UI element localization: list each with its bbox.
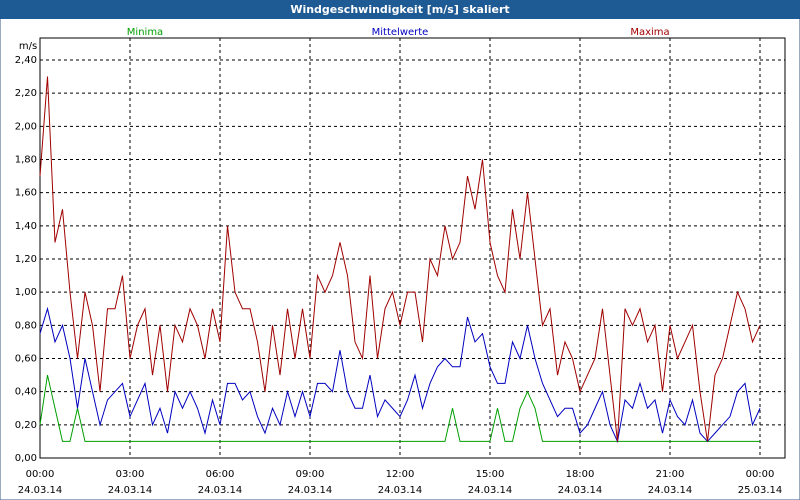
- x-tick-label: 21:00: [656, 469, 685, 480]
- y-tick-label: 0,20: [15, 420, 37, 431]
- x-tick-label: 12:00: [386, 469, 415, 480]
- x-tick-date: 25.03.14: [738, 485, 783, 496]
- y-tick-label: 2,20: [15, 88, 37, 99]
- y-tick-label: 1,60: [15, 188, 37, 199]
- x-tick-label: 00:00: [26, 469, 55, 480]
- data-line: [39, 306, 761, 444]
- y-tick-label: 0,00: [15, 453, 37, 464]
- y-tick-label: 0,60: [15, 354, 37, 365]
- legend-entry: Mittelwerte: [372, 27, 429, 38]
- data-line: [39, 374, 760, 442]
- y-tick-label: 0,40: [15, 387, 37, 398]
- y-tick-label: 1,20: [15, 254, 37, 265]
- x-tick-label: 15:00: [476, 469, 505, 480]
- x-tick-label: 06:00: [206, 469, 235, 480]
- x-tick-date: 24.03.14: [108, 485, 153, 496]
- x-tick-date: 24.03.14: [558, 485, 603, 496]
- y-tick-label: 0,80: [15, 320, 37, 331]
- x-tick-date: 24.03.14: [288, 485, 333, 496]
- y-tick-label: 1,80: [15, 155, 37, 166]
- x-tick-date: 24.03.14: [468, 485, 513, 496]
- title-bar: [0, 0, 800, 19]
- x-tick-label: 00:00: [746, 469, 775, 480]
- y-axis-unit: m/s: [19, 41, 37, 52]
- plot-frame: [39, 37, 786, 459]
- x-tick-date: 24.03.14: [18, 485, 63, 496]
- y-tick-label: 2,00: [15, 121, 37, 132]
- y-tick-label: 1,40: [15, 221, 37, 232]
- legend-entry: Maxima: [630, 27, 669, 38]
- legend-entry: Minima: [127, 27, 163, 38]
- x-tick-label: 09:00: [296, 469, 325, 480]
- y-tick-label: 1,00: [15, 287, 37, 298]
- data-line: [39, 76, 761, 442]
- x-tick-label: 03:00: [116, 469, 145, 480]
- x-tick-date: 24.03.14: [378, 485, 423, 496]
- x-tick-date: 24.03.14: [198, 485, 243, 496]
- chart-title: Windgeschwindigkeit [m/s] skaliert: [290, 3, 509, 16]
- y-tick-label: 2,40: [15, 55, 37, 66]
- x-tick-date: 24.03.14: [648, 485, 693, 496]
- x-tick-label: 18:00: [566, 469, 595, 480]
